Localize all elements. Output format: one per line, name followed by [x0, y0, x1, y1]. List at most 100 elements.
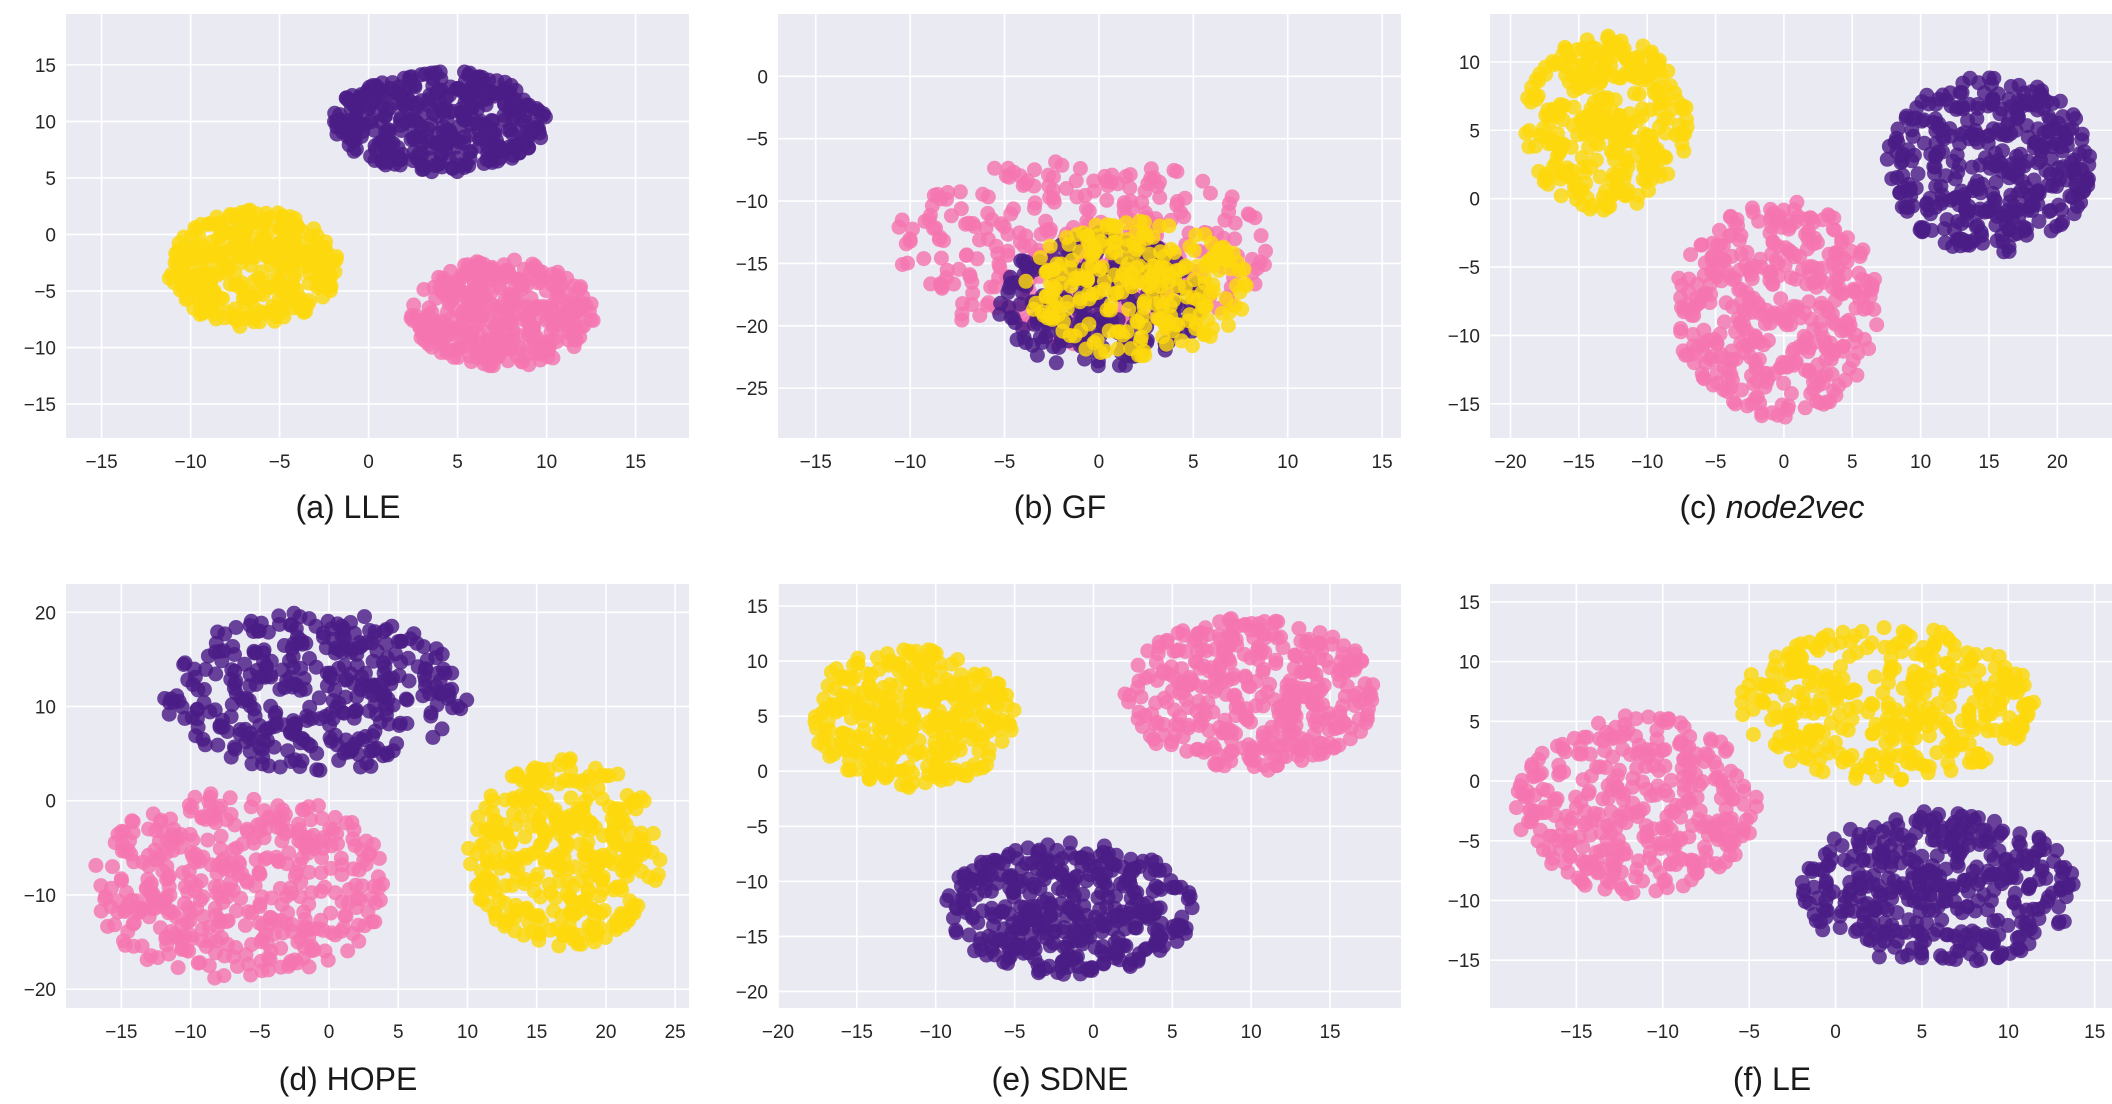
scatter-point-yellow: [982, 710, 998, 726]
scatter-point-yellow: [645, 825, 661, 841]
scatter-point-pink: [1836, 251, 1852, 266]
scatter-point-pink: [228, 840, 244, 856]
scatter-point-yellow: [221, 258, 237, 274]
scatter-point-purple: [344, 742, 360, 758]
scatter-point-purple: [339, 90, 355, 106]
scatter-point-purple: [329, 114, 344, 130]
scatter-point-purple: [376, 673, 392, 689]
scatter-point-yellow: [1079, 272, 1095, 288]
scatter-point-purple: [1970, 97, 1986, 112]
scatter-point-purple: [308, 618, 324, 634]
scatter-point-pink: [1256, 257, 1272, 273]
scatter-point-yellow: [915, 656, 931, 672]
x-tick-label: −5: [1004, 1022, 1026, 1043]
scatter-point-pink: [208, 945, 223, 961]
scatter-point-yellow: [1635, 171, 1651, 187]
scatter-point-purple: [449, 164, 465, 180]
scatter-point-purple: [1953, 127, 1969, 142]
scatter-point-yellow: [1585, 119, 1601, 134]
scatter-point-yellow: [952, 704, 967, 719]
scatter-point-yellow: [1134, 348, 1150, 364]
scatter-point-pink: [1823, 351, 1839, 367]
scatter-point-yellow: [1232, 284, 1248, 300]
scatter-point-pink: [993, 216, 1009, 232]
points-layer: [161, 64, 601, 374]
scatter-point-pink: [252, 896, 268, 912]
scatter-point-pink: [513, 273, 529, 289]
scatter-point-purple: [210, 737, 226, 753]
scatter-point-pink: [239, 873, 255, 889]
scatter-point-pink: [1824, 366, 1840, 382]
scatter-point-pink: [1828, 316, 1844, 332]
scatter-point-purple: [2054, 143, 2070, 159]
scatter-point-purple: [383, 80, 399, 96]
scatter-point-yellow: [605, 826, 620, 842]
scatter-point-pink: [301, 959, 317, 975]
scatter-point-pink: [990, 246, 1006, 262]
y-tick-label: 15: [747, 597, 768, 618]
scatter-point-pink: [291, 856, 307, 872]
scatter-point-pink: [1771, 211, 1787, 227]
scatter-point-pink: [1744, 271, 1760, 287]
scatter-point-yellow: [825, 696, 840, 712]
scatter-point-pink: [152, 814, 168, 830]
scatter-point-purple: [161, 706, 177, 722]
scatter-point-pink: [1268, 655, 1284, 671]
scatter-point-pink: [273, 940, 289, 956]
scatter-point-yellow: [989, 696, 1005, 712]
scatter-point-purple: [2030, 196, 2046, 212]
scatter-point-pink: [1227, 215, 1243, 231]
scatter-point-yellow: [1159, 336, 1174, 352]
scatter-point-pink: [183, 905, 198, 921]
scatter-point-purple: [2019, 227, 2035, 243]
scatter-point-pink: [902, 231, 918, 247]
caption-prefix: (d): [279, 1061, 327, 1097]
x-tick-label: 20: [595, 1022, 616, 1043]
scatter-point-pink: [1718, 295, 1734, 311]
scatter-point-pink: [530, 275, 546, 291]
scatter-point-pink: [115, 836, 130, 852]
scatter-point-purple: [417, 673, 433, 688]
scatter-point-yellow: [901, 780, 917, 795]
scatter-point-purple: [189, 701, 205, 717]
scatter-point-pink: [1224, 189, 1240, 205]
scatter-point-yellow: [979, 757, 994, 773]
scatter-point-purple: [289, 677, 305, 693]
scatter-point-purple: [1943, 98, 1959, 114]
scatter-point-yellow: [1153, 269, 1169, 285]
scatter-point-pink: [314, 811, 330, 826]
scatter-point-yellow: [981, 723, 997, 739]
scatter-point-pink: [405, 313, 421, 329]
scatter-point-yellow: [273, 275, 289, 291]
scatter-point-pink: [1696, 322, 1712, 338]
scatter-point-yellow: [1223, 261, 1239, 277]
scatter-point-purple: [377, 659, 393, 675]
scatter-point-pink: [117, 937, 133, 953]
scatter-point-yellow: [499, 826, 515, 842]
y-tick-label: −10: [24, 339, 56, 360]
scatter-point-pink: [1005, 201, 1021, 217]
scatter-point-yellow: [533, 794, 549, 810]
scatter-point-yellow: [1081, 316, 1097, 332]
scatter-point-pink: [120, 924, 136, 940]
scatter-point-yellow: [250, 286, 266, 302]
x-tick-label: −10: [174, 1022, 206, 1043]
scatter-point-yellow: [1538, 66, 1554, 82]
scatter-point-yellow: [270, 298, 286, 314]
y-tick-label: −5: [746, 817, 768, 838]
scatter-point-purple: [377, 687, 393, 703]
scatter-point-yellow: [581, 869, 597, 885]
scatter-point-yellow: [1518, 125, 1534, 141]
scatter-point-pink: [1143, 161, 1159, 177]
scatter-point-pink: [194, 921, 210, 937]
scatter-point-pink: [1291, 621, 1307, 636]
caption-method-name: LLE: [344, 489, 401, 525]
scatter-point-pink: [1099, 192, 1115, 208]
scatter-point-pink: [259, 935, 275, 951]
scatter-point-pink: [1724, 372, 1740, 388]
scatter-point-yellow: [581, 768, 597, 784]
scatter-point-pink: [1815, 260, 1831, 276]
scatter-point-purple: [298, 635, 314, 651]
scatter-point-pink: [1749, 373, 1765, 389]
scatter-point-purple: [277, 680, 293, 695]
